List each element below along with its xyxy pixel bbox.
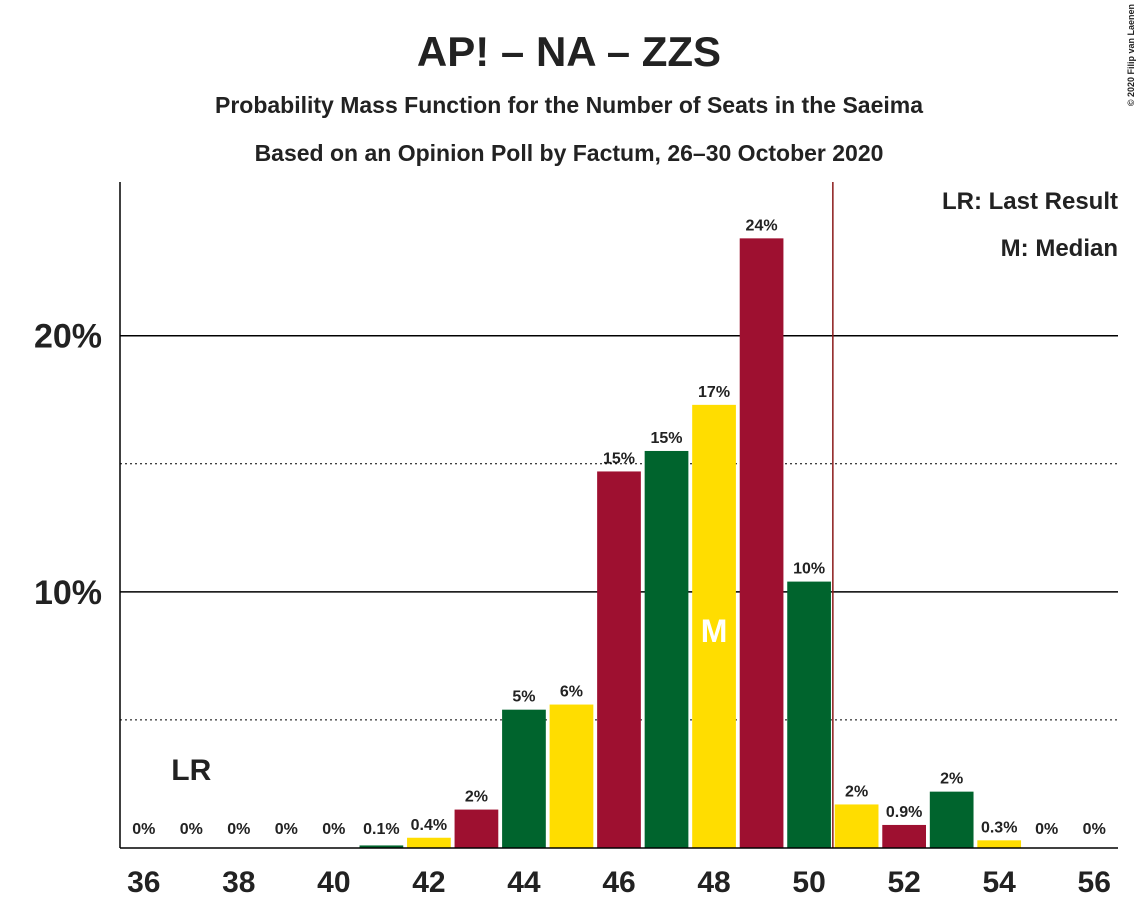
x-tick-label: 54: [983, 866, 1017, 899]
bar: [549, 704, 594, 848]
value-label: 0.1%: [363, 821, 399, 838]
legend-entry: M: Median: [1001, 235, 1118, 262]
bar: [692, 404, 736, 848]
bar: [929, 791, 974, 848]
bar: [407, 837, 451, 848]
x-tick-label: 38: [222, 866, 255, 899]
chart-subtitle: Probability Mass Function for the Number…: [215, 92, 923, 118]
value-label: 0.3%: [981, 819, 1017, 836]
copyright: © 2020 Filip van Laenen: [1126, 4, 1136, 106]
value-label: 0%: [180, 821, 203, 838]
value-label: 2%: [465, 789, 488, 806]
x-tick-label: 42: [412, 866, 445, 899]
bar: [359, 845, 404, 848]
value-label: 2%: [845, 783, 868, 800]
last-result-label: LR: [171, 754, 211, 787]
x-tick-label: 36: [127, 866, 160, 899]
median-label: M: [701, 613, 728, 649]
value-label: 0.4%: [411, 817, 447, 834]
value-label: 0%: [275, 821, 298, 838]
chart-title: AP! – NA – ZZS: [417, 28, 721, 75]
x-tick-label: 50: [792, 866, 825, 899]
bar: [739, 238, 784, 848]
value-label: 2%: [940, 771, 963, 788]
value-label: 17%: [698, 384, 730, 401]
value-label: 0%: [227, 821, 250, 838]
y-tick-label: 10%: [34, 574, 102, 612]
x-tick-label: 46: [602, 866, 635, 899]
x-tick-label: 40: [317, 866, 350, 899]
value-label: 0.9%: [886, 804, 922, 821]
x-tick-label: 44: [507, 866, 541, 899]
bar: [977, 840, 1022, 848]
value-label: 15%: [603, 450, 635, 467]
value-label: 6%: [560, 684, 583, 701]
legend-entry: LR: Last Result: [942, 188, 1118, 215]
y-tick-label: 20%: [34, 318, 102, 356]
bar: [454, 809, 499, 848]
bar: [787, 581, 831, 848]
chart-subtitle: Based on an Opinion Poll by Factum, 26–3…: [255, 140, 884, 166]
value-label: 0%: [1083, 821, 1106, 838]
value-label: 0%: [322, 821, 345, 838]
x-tick-label: 56: [1078, 866, 1111, 899]
bar: [644, 450, 689, 848]
value-label: 15%: [651, 430, 683, 447]
value-label: 0%: [1035, 821, 1058, 838]
value-label: 24%: [746, 217, 778, 234]
bar: [597, 471, 641, 848]
value-label: 10%: [793, 561, 825, 578]
value-label: 5%: [512, 689, 535, 706]
x-tick-label: 52: [887, 866, 920, 899]
value-label: 0%: [132, 821, 155, 838]
bar: [834, 804, 879, 848]
bar: [882, 824, 927, 848]
bar: [502, 709, 546, 848]
x-tick-label: 48: [697, 866, 730, 899]
